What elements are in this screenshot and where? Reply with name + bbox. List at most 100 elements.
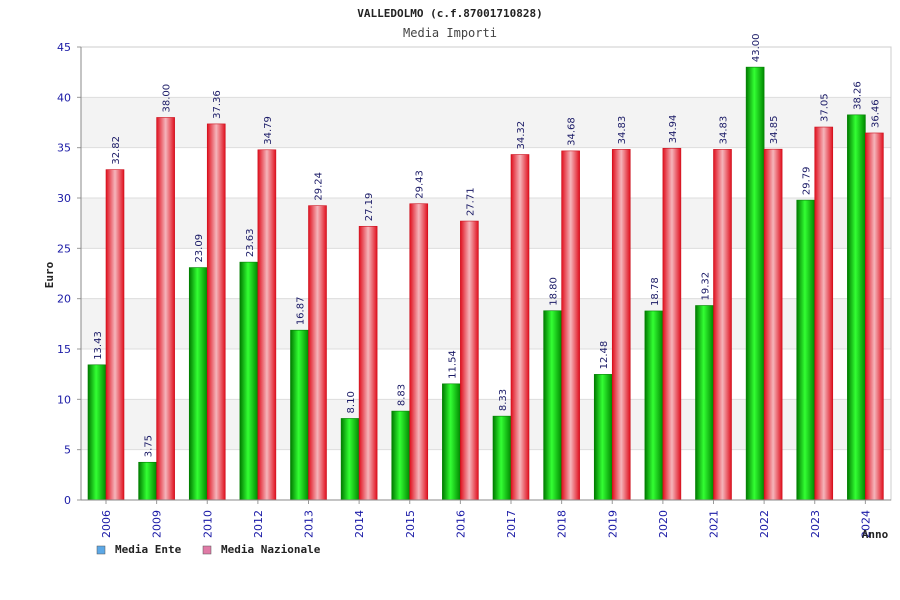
bar-media-ente (695, 305, 714, 501)
bar-media-ente (593, 374, 613, 501)
bar-media-nazionale (156, 117, 175, 501)
data-label: 38.00 (162, 84, 173, 113)
bar-media-ente (87, 364, 107, 501)
x-tick-label: 2018 (556, 510, 569, 538)
data-label: 37.36 (212, 90, 223, 119)
y-tick-label: 0 (64, 494, 71, 507)
bar-media-ente (239, 261, 259, 501)
legend-label-media-ente: Media Ente (115, 543, 182, 556)
legend-swatch-media-ente (96, 545, 106, 555)
data-label: 34.83 (719, 116, 730, 145)
data-label: 8.33 (498, 389, 509, 411)
bar-media-nazionale (510, 154, 530, 501)
bar-media-ente (138, 461, 157, 501)
bar-media-ente (290, 329, 309, 501)
bar-media-ente (847, 114, 866, 501)
bar-media-nazionale (308, 205, 327, 501)
bar-media-ente (745, 66, 765, 501)
bar-media-ente (644, 310, 664, 501)
data-label: 29.79 (802, 166, 813, 195)
y-tick-label: 30 (57, 192, 71, 205)
x-tick-label: 2014 (353, 510, 366, 538)
data-label: 34.79 (263, 116, 274, 145)
bar-media-nazionale (814, 126, 834, 501)
bar-media-nazionale (763, 148, 783, 501)
x-tick-label: 2009 (151, 510, 164, 538)
bar-media-ente (796, 199, 816, 501)
data-label: 37.05 (820, 93, 831, 122)
data-label: 34.68 (567, 117, 578, 146)
x-tick-label: 2023 (809, 510, 822, 538)
data-label: 23.09 (194, 234, 205, 263)
bar-media-nazionale (611, 149, 631, 501)
legend: Media Ente Media Nazionale (96, 543, 321, 556)
x-axis: 2006 2009 2010 2012 2013 2014 2015 2016 2017 2018… (81, 499, 891, 538)
x-tick-label: 2016 (454, 510, 467, 538)
bar-media-ente (340, 418, 360, 501)
bar-media-nazionale (460, 220, 479, 501)
bar-media-nazionale (206, 123, 226, 501)
chart-subtitle: Media Importi (403, 26, 497, 40)
data-label: 29.24 (314, 172, 325, 201)
bar-media-nazionale (409, 203, 429, 501)
x-tick-label: 2019 (606, 510, 619, 538)
x-tick-label: 2020 (657, 510, 670, 538)
bar-media-nazionale (561, 150, 580, 501)
bars: 13.43 32.82 3.75 38.00 23.09 37.36 23.63 34.79 1… (87, 33, 884, 501)
data-label: 27.71 (465, 187, 476, 216)
data-label: 38.26 (852, 81, 863, 110)
data-label: 36.46 (870, 99, 881, 128)
data-label: 18.80 (549, 277, 560, 306)
data-label: 8.83 (397, 384, 408, 406)
y-tick-label: 35 (57, 142, 71, 155)
bar-media-nazionale (662, 147, 682, 501)
y-tick-label: 45 (57, 41, 71, 54)
bar-media-nazionale (257, 149, 277, 501)
bar-media-nazionale (105, 169, 125, 501)
y-axis-label: Euro (43, 261, 56, 288)
y-tick-label: 25 (57, 242, 71, 255)
data-label: 11.54 (447, 350, 458, 379)
x-tick-label: 2021 (708, 510, 721, 538)
bar-media-nazionale (713, 149, 732, 501)
bar-media-ente (391, 410, 411, 501)
y-tick-label: 15 (57, 343, 71, 356)
data-label: 8.10 (346, 391, 357, 413)
chart-title: VALLEDOLMO (c.f.87001710828) (357, 7, 542, 20)
bar-media-ente (543, 310, 562, 501)
x-tick-label: 2013 (303, 510, 316, 538)
data-label: 23.63 (245, 228, 256, 257)
data-label: 34.83 (617, 116, 628, 145)
x-tick-label: 2010 (201, 510, 214, 538)
bar-media-ente (188, 267, 208, 501)
data-label: 12.48 (599, 341, 610, 370)
data-label: 13.43 (93, 331, 104, 360)
data-label: 19.32 (701, 272, 712, 301)
x-tick-label: 2012 (252, 510, 265, 538)
grid-band (81, 47, 891, 98)
bar-media-ente (492, 415, 512, 501)
x-tick-label: 2006 (100, 510, 113, 538)
x-tick-label: 2022 (758, 510, 771, 538)
legend-label-media-nazionale: Media Nazionale (221, 543, 321, 556)
bar-media-nazionale (358, 225, 378, 501)
data-label: 32.82 (111, 136, 122, 165)
data-label: 27.19 (364, 193, 375, 222)
data-label: 3.75 (144, 435, 155, 457)
data-label: 34.32 (516, 121, 527, 150)
bar-media-ente (442, 383, 461, 501)
y-tick-label: 10 (57, 393, 71, 406)
legend-swatch-media-nazionale (202, 545, 212, 555)
data-label: 29.43 (415, 170, 426, 199)
x-axis-label: Anno (862, 528, 889, 541)
data-label: 43.00 (751, 33, 762, 62)
x-tick-label: 2024 (859, 510, 872, 538)
x-tick-label: 2017 (505, 510, 518, 538)
data-label: 34.94 (668, 115, 679, 144)
data-label: 34.85 (769, 116, 780, 145)
y-tick-label: 5 (64, 444, 71, 457)
y-tick-label: 40 (57, 91, 71, 104)
data-label: 18.78 (650, 277, 661, 306)
bar-media-nazionale (865, 132, 884, 501)
